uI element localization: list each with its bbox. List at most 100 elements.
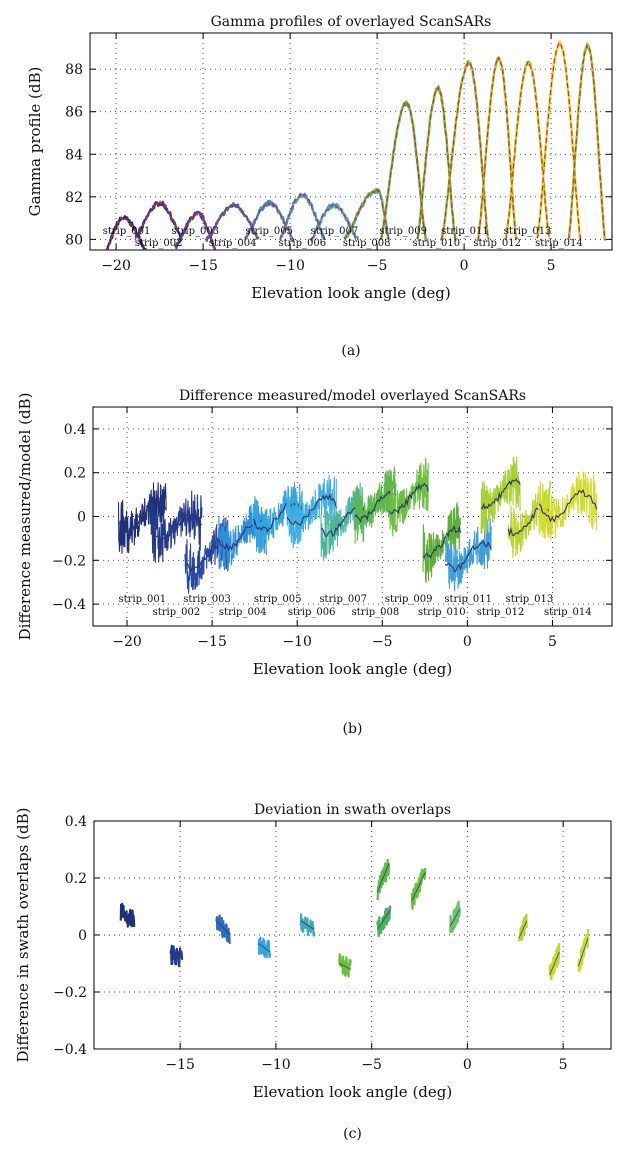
strip-label: strip_006	[288, 607, 336, 618]
x-tick-label: −15	[197, 634, 227, 650]
strip-label: strip_013	[504, 226, 552, 237]
y-tick-label: −0.2	[52, 553, 86, 569]
overlap-mean-9	[411, 872, 426, 901]
x-axis-label: Elevation look angle (deg)	[251, 284, 450, 302]
chart-panel-c: −15 −10 −5 0 5 −0.4 −0.2 0 0.2 0.4 Deviation in sw…	[0, 758, 628, 1151]
smoothed-line-strip_005	[252, 501, 303, 533]
overlap-mean-13	[577, 937, 589, 967]
x-tick-label: −15	[188, 258, 218, 274]
model-line-strip_009	[380, 102, 427, 241]
x-tick-label: −10	[261, 1057, 291, 1073]
overlap-mean-6	[338, 963, 351, 970]
y-axis-label: Difference in swath overlaps (dB)	[14, 808, 32, 1063]
x-tick-label: 0	[460, 258, 469, 274]
strip-label: strip_006	[278, 238, 326, 249]
overlap-mean-4	[258, 943, 271, 953]
model-line-strip_015	[567, 43, 606, 241]
smoothed-line-strip_014	[538, 489, 598, 523]
smoothed-line-strip_010	[422, 525, 462, 560]
x-tick-label: −20	[112, 634, 142, 650]
strip-label: strip_002	[153, 607, 201, 618]
chart-title: Gamma profiles of overlayed ScanSARs	[211, 14, 492, 30]
strip-label: strip_005	[245, 226, 293, 237]
overlap-segment-12	[548, 942, 561, 981]
overlap-segment-8	[376, 905, 392, 938]
x-tick-label: −5	[372, 634, 393, 650]
strip-label: strip_011	[441, 226, 489, 237]
difference-line-strip_006	[286, 474, 337, 549]
strip-label: strip_001	[103, 226, 151, 237]
gamma-grid	[90, 33, 612, 250]
model-line-strip_012	[477, 56, 517, 241]
y-axis-label: Difference measured/model (dB)	[16, 393, 34, 641]
overlap-mean-1	[120, 911, 135, 922]
overlap-mean-3	[216, 920, 231, 936]
x-axis-label: Elevation look angle (deg)	[253, 1083, 452, 1101]
y-tick-label: 84	[65, 147, 83, 163]
y-tick-label: 82	[65, 190, 83, 206]
x-tick-label: −10	[275, 258, 305, 274]
model-line-strip_007	[310, 203, 359, 241]
y-tick-label: 0.2	[64, 466, 86, 482]
strip-label: strip_002	[135, 238, 183, 249]
smoothed-line-strip_011	[444, 540, 492, 573]
overlap-mean-12	[549, 951, 560, 976]
y-tick-label: 0.4	[64, 422, 86, 438]
overlap-segment-1	[119, 902, 136, 928]
difference-line-strip_010	[422, 502, 462, 583]
overlap-data-layer	[119, 858, 590, 981]
x-tick-label: −20	[101, 258, 131, 274]
model-line-strip_013	[505, 60, 550, 241]
y-tick-label: 0	[78, 928, 87, 944]
smoothed-line-strip_001	[118, 498, 167, 533]
y-tick-label: −0.4	[53, 1042, 87, 1058]
panel-caption: (b)	[343, 721, 363, 737]
overlap-mean-2	[170, 954, 183, 959]
strip-label: strip_009	[385, 594, 433, 605]
overlap-plot-frame	[93, 820, 612, 1050]
strip-label: strip_014	[544, 607, 592, 618]
difference-line-strip_012	[480, 456, 521, 535]
chart-title: Deviation in swath overlaps	[254, 802, 451, 818]
strip-label: strip_007	[311, 226, 359, 237]
y-tick-label: 80	[65, 232, 83, 248]
smoothed-line-strip_008	[354, 490, 397, 524]
chart-panel-a: −20 −15 −10 −5 0 5 80 82 84 86 88 Gamma profiles of…	[0, 0, 628, 360]
difference-data-layer	[117, 456, 598, 594]
strip-label: strip_003	[183, 594, 231, 605]
overlap-segment-3	[215, 914, 232, 945]
gamma-data-layer	[105, 40, 607, 250]
y-tick-label: 0.4	[65, 814, 87, 830]
model-line-strip_008	[343, 188, 390, 240]
model-line-strip_003	[174, 212, 216, 250]
overlap-mean-11	[518, 920, 528, 939]
overlap-segment-2	[169, 944, 184, 968]
model-line-strip_002	[134, 199, 183, 242]
strip-label: strip_011	[444, 594, 492, 605]
strip-label: strip_008	[343, 238, 391, 249]
model-line-strip_001	[106, 215, 148, 250]
y-tick-label: 86	[65, 105, 83, 121]
x-tick-label: −15	[165, 1057, 195, 1073]
y-axis-label: Gamma profile (dB)	[26, 67, 44, 217]
x-tick-label: 5	[559, 1057, 568, 1073]
smoothed-line-strip_009	[388, 482, 429, 515]
strip-label: strip_004	[219, 607, 267, 618]
y-tick-label: 88	[65, 62, 83, 78]
y-tick-label: −0.2	[53, 985, 87, 1001]
y-tick-label: 0	[77, 510, 86, 526]
x-tick-label: 5	[547, 258, 556, 274]
overlap-segment-11	[518, 913, 528, 942]
strip-label: strip_009	[379, 226, 427, 237]
gamma-plot-frame	[89, 32, 613, 251]
model-line-strip_006	[279, 193, 326, 240]
strip-label: strip_012	[477, 607, 525, 618]
overlap-grid	[94, 820, 611, 1050]
x-tick-label: −5	[361, 1057, 382, 1073]
overlap-mean-5	[300, 920, 315, 930]
gamma-profile-chart: −20 −15 −10 −5 0 5 80 82 84 86 88 Gamma profiles of…	[26, 14, 613, 359]
model-line-strip_004	[206, 204, 259, 242]
model-line-strip_014	[536, 42, 582, 239]
difference-line-strip_001	[117, 482, 167, 554]
x-tick-label: 0	[463, 1057, 472, 1073]
